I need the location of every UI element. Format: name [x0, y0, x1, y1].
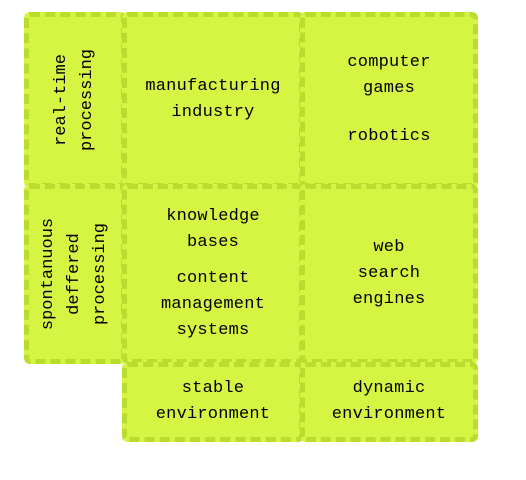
- row-label-spontaneous-text: spontanuous deffered processing: [36, 218, 114, 330]
- cell-spontaneous-dynamic: web search engines: [300, 184, 478, 364]
- row-label-spontaneous: spontanuous deffered processing: [24, 184, 126, 364]
- col-label-dynamic-text: dynamic environment: [332, 376, 446, 428]
- cell-spontaneous-stable-text-2: content management systems: [161, 266, 265, 344]
- col-label-stable: stable environment: [122, 362, 304, 442]
- cell-realtime-dynamic-text-1: computer games: [347, 50, 430, 102]
- cell-spontaneous-stable-text-1: knowledge bases: [166, 204, 260, 256]
- row-label-realtime-text: real-time processing: [49, 49, 101, 151]
- cell-realtime-dynamic-text-2: robotics: [347, 124, 430, 150]
- cell-spontaneous-stable: knowledge bases content management syste…: [122, 184, 304, 364]
- col-label-stable-text: stable environment: [156, 376, 270, 428]
- cell-realtime-dynamic: computer games robotics: [300, 12, 478, 188]
- cell-realtime-stable: manufacturing industry: [122, 12, 304, 188]
- row-label-realtime: real-time processing: [24, 12, 126, 188]
- col-label-dynamic: dynamic environment: [300, 362, 478, 442]
- cell-spontaneous-dynamic-text: web search engines: [353, 235, 426, 313]
- cell-realtime-stable-text: manufacturing industry: [145, 74, 280, 126]
